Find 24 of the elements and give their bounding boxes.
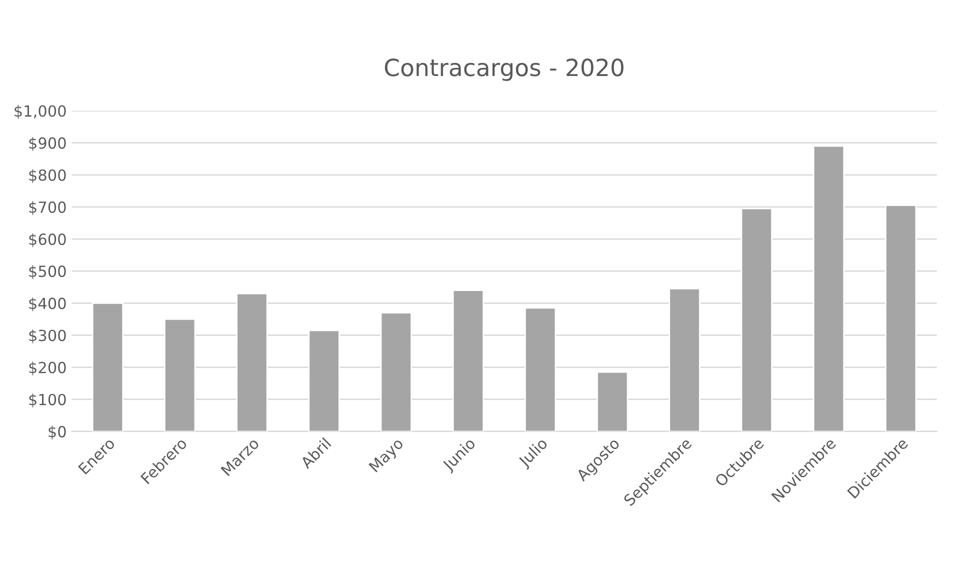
y-tick-label: $800 [29, 169, 66, 183]
bar [524, 307, 556, 432]
bar [812, 145, 845, 432]
y-tick-label: $900 [29, 137, 66, 151]
bar [164, 318, 196, 432]
bar [92, 302, 124, 432]
bar [884, 204, 917, 432]
bar [596, 371, 628, 432]
y-tick-label: $0 [48, 426, 66, 440]
y-tick-label: $200 [29, 361, 66, 376]
y-tick-label: $300 [29, 329, 66, 344]
y-tick-label: $600 [29, 233, 66, 248]
bar [668, 288, 700, 432]
bar [236, 292, 268, 432]
y-tick-label: $1,000 [14, 104, 66, 119]
bar [452, 290, 484, 432]
chart-title: Contracargos - 2020 [384, 58, 624, 81]
bar [740, 208, 772, 432]
y-tick-label: $100 [29, 394, 66, 408]
y-tick-label: $500 [29, 265, 66, 280]
bar [308, 330, 340, 432]
y-tick-label: $700 [29, 201, 66, 216]
y-tick-label: $400 [29, 297, 66, 312]
bar [380, 312, 412, 432]
